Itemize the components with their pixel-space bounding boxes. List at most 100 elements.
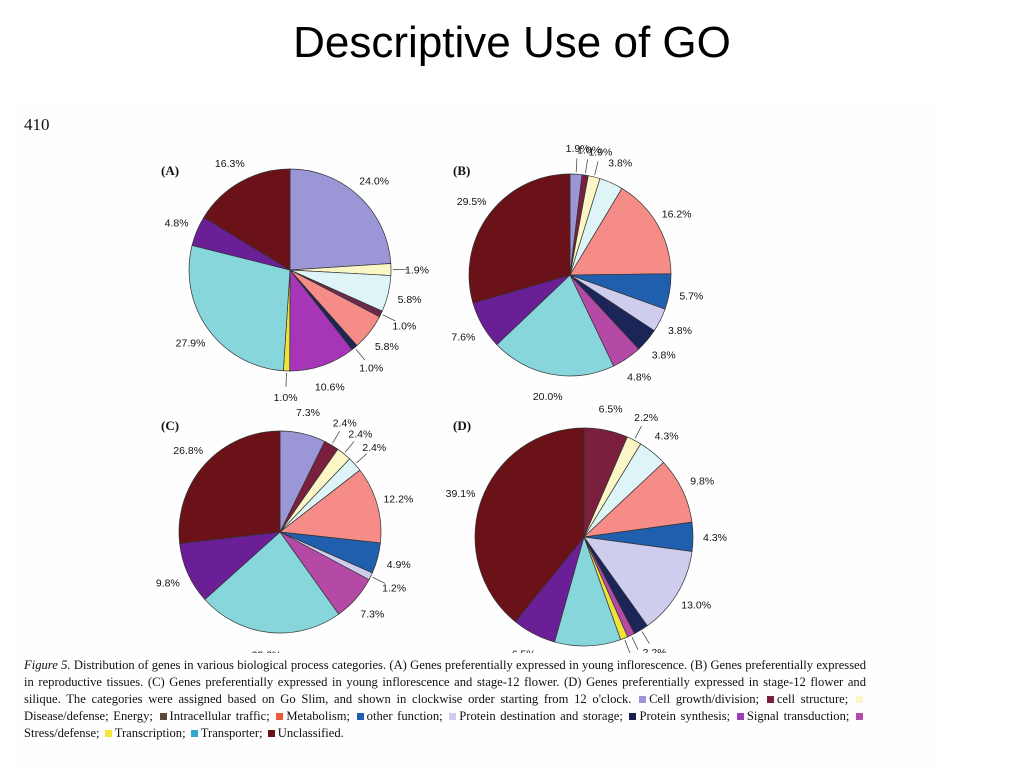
- pie-slice: [583, 536, 693, 627]
- slice-label: 16.3%: [215, 158, 245, 170]
- legend-label: Unclassified.: [277, 726, 344, 740]
- slice-label: 4.3%: [655, 430, 679, 442]
- slice-label: 1.0%: [392, 320, 416, 332]
- legend-swatch: [629, 713, 637, 720]
- slice-label: 12.2%: [383, 494, 413, 506]
- slice-label: 1.9%: [588, 147, 612, 159]
- legend-label: Metabolism;: [286, 709, 355, 723]
- slice-label: 6.5%: [599, 404, 623, 416]
- legend-swatch: [736, 713, 744, 720]
- pie-slice: [289, 268, 353, 372]
- legend-label: Intracellular traffic;: [169, 709, 275, 723]
- legend-swatch: [449, 713, 457, 720]
- slice-label: 39.1%: [446, 488, 476, 500]
- legend-label: Signal transduction;: [746, 709, 855, 723]
- slice-label: 9.8%: [156, 577, 180, 589]
- slice-label: 5.8%: [398, 294, 422, 306]
- slice-label: 2.4%: [362, 442, 386, 454]
- leader-line: [634, 425, 642, 439]
- slice-label: 3.8%: [668, 325, 692, 337]
- slice-label: 29.5%: [457, 196, 487, 208]
- legend-swatch: [267, 730, 275, 737]
- slice-label: 4.8%: [165, 217, 189, 229]
- leader-line: [575, 158, 578, 173]
- legend-label: Protein synthesis;: [639, 709, 735, 723]
- caption-legend: Cell growth/division; cell structure; Di…: [24, 692, 866, 740]
- panel-label: (C): [161, 418, 179, 433]
- figure-reference: Figure 5.: [24, 658, 71, 672]
- pie-chart-d: (D)6.5%2.2%4.3%9.8%4.3%13.0%2.2%1.1%1.1%…: [446, 404, 727, 653]
- legend-swatch: [356, 713, 364, 720]
- pie-slice: [569, 187, 672, 276]
- slice-label: 2.4%: [333, 418, 357, 430]
- leader-line: [344, 441, 355, 453]
- legend-label: Stress/defense;: [24, 726, 103, 740]
- pie-slice: [204, 531, 340, 634]
- legend-label: Cell growth/division;: [649, 692, 765, 706]
- legend-label: other function;: [366, 709, 448, 723]
- slice-label: 23.2%: [252, 649, 282, 653]
- legend-label: cell structure;: [776, 692, 854, 706]
- slice-label: 5.8%: [375, 341, 399, 353]
- leader-line: [382, 314, 396, 322]
- panel-label: (B): [453, 163, 470, 178]
- pie-slice: [496, 274, 615, 377]
- pie-slice: [468, 173, 571, 304]
- legend-label: Transcription;: [114, 726, 189, 740]
- leader-line: [332, 431, 340, 444]
- leader-line: [372, 576, 386, 584]
- slice-label: 9.8%: [690, 476, 714, 488]
- slice-label: 3.8%: [608, 158, 632, 170]
- slice-label: 26.8%: [173, 445, 203, 457]
- slice-label: 7.6%: [451, 331, 475, 343]
- leader-line: [631, 636, 639, 650]
- legend-swatch: [855, 696, 863, 703]
- slice-label: 10.6%: [315, 381, 345, 393]
- slice-label: 27.9%: [176, 337, 206, 349]
- slice-label: 3.8%: [652, 350, 676, 362]
- legend-label: Disease/defense; Energy;: [24, 709, 158, 723]
- leader-line: [585, 159, 588, 174]
- pie-slice: [279, 469, 382, 544]
- slice-label: 4.8%: [627, 372, 651, 384]
- slice-label: 4.3%: [703, 532, 727, 544]
- slice-label: 24.0%: [359, 175, 389, 187]
- leader-line: [356, 453, 368, 464]
- page-number: 410: [24, 115, 50, 134]
- figure-caption: Figure 5. Distribution of genes in vario…: [24, 657, 866, 742]
- panel-label: (A): [161, 163, 179, 178]
- slice-label: 13.0%: [681, 600, 711, 612]
- slice-label: 2.2%: [643, 647, 667, 653]
- leader-line: [624, 640, 631, 653]
- slice-label: 2.4%: [348, 429, 372, 441]
- leader-line: [355, 348, 366, 361]
- pie-chart-b: (B)1.9%1.0%1.9%3.8%16.2%5.7%3.8%3.8%4.8%…: [451, 143, 703, 403]
- legend-label: Protein destination and storage;: [459, 709, 628, 723]
- pie-charts-figure: (A) 24.0% 1.9% 5.8% 1.0% 5.8% 1.0% 10.6% 1.0% 27.…: [156, 143, 727, 653]
- slice-label: 2.2%: [634, 412, 658, 424]
- leader-line: [641, 631, 650, 644]
- panel-label: (D): [453, 418, 471, 433]
- scanned-figure-page: 410 (A) 24.0% 1.9% 5.8% 1.0% 5.8% 1.0% 10.6% 1.0…: [18, 105, 938, 768]
- slice-label: 1.9%: [405, 264, 429, 276]
- slice-label: 7.3%: [296, 407, 320, 419]
- slice-label: 4.9%: [387, 559, 411, 571]
- legend-swatch: [766, 696, 774, 703]
- pie-chart-a: (A) 24.0% 1.9% 5.8% 1.0% 5.8% 1.0% 10.6% 1.0% 27.…: [161, 158, 429, 404]
- pie-slice: [289, 168, 392, 271]
- pie-slice: [203, 168, 291, 271]
- slice-label: 1.9%: [566, 143, 590, 155]
- slice-label: 1.0%: [577, 144, 601, 156]
- slice-label: 20.0%: [533, 391, 563, 403]
- legend-swatch: [104, 730, 112, 737]
- pie-slice: [188, 244, 291, 372]
- slide-title: Descriptive Use of GO: [293, 18, 731, 67]
- legend-swatch: [276, 713, 284, 720]
- slice-label: 16.2%: [662, 209, 692, 221]
- slice-label: 1.0%: [274, 392, 298, 404]
- legend-label: Transporter;: [200, 726, 266, 740]
- leader-line: [594, 161, 599, 176]
- slice-label: 1.0%: [359, 363, 383, 375]
- slice-label: 5.7%: [679, 290, 703, 302]
- pie-slice: [474, 427, 585, 623]
